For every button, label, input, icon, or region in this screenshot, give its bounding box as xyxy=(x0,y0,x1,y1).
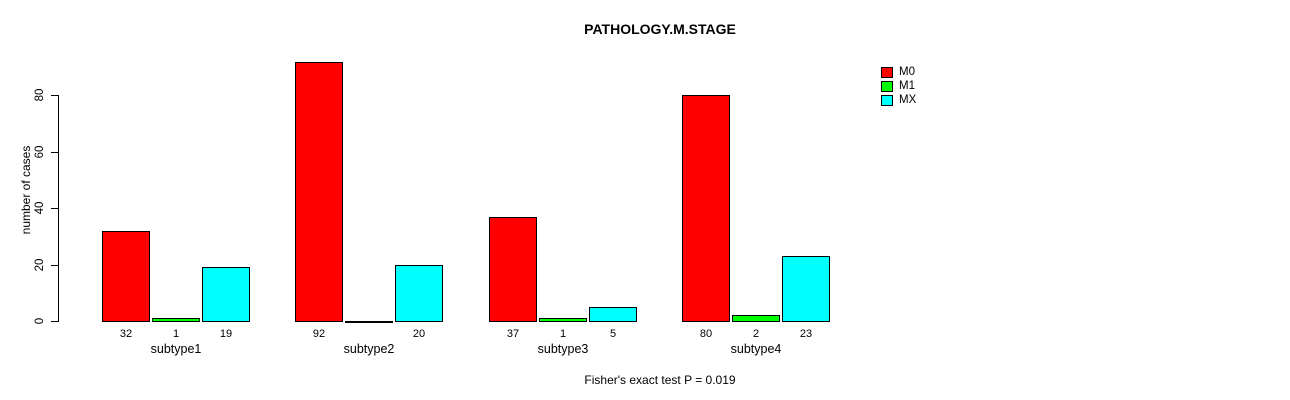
y-tick-label: 60 xyxy=(34,145,46,159)
legend-swatch-m1 xyxy=(881,80,893,92)
bar-value-label: 32 xyxy=(119,328,133,340)
legend-swatch-m0 xyxy=(881,66,893,78)
x-category-label-subtype1: subtype1 xyxy=(150,342,202,356)
x-category-label-subtype2: subtype2 xyxy=(343,342,395,356)
legend-item-m0: M0 xyxy=(881,65,916,79)
bar-m0-subtype2 xyxy=(295,61,343,322)
bar-m1-subtype3 xyxy=(539,318,587,322)
bar-value-label: 2 xyxy=(752,328,760,340)
legend-item-m1: M1 xyxy=(881,79,916,93)
y-tick-mark xyxy=(51,151,58,153)
bar-value-label: 1 xyxy=(172,328,180,340)
legend-item-mx: MX xyxy=(881,93,916,107)
legend: M0 M1 MX xyxy=(881,65,916,107)
y-tick-mark xyxy=(51,321,58,322)
bar-m1-subtype4 xyxy=(732,315,780,322)
legend-swatch-mx xyxy=(881,94,893,106)
y-tick-label: 80 xyxy=(34,89,46,102)
legend-label-mx: MX xyxy=(899,94,917,106)
bar-value-label: 5 xyxy=(609,328,617,340)
y-tick-mark xyxy=(51,208,58,210)
annotation-text: Fisher's exact test P = 0.019 xyxy=(584,373,736,387)
legend-label-m0: M0 xyxy=(899,66,915,78)
y-tick-label: 20 xyxy=(34,258,46,271)
x-category-label-subtype4: subtype4 xyxy=(730,342,782,356)
bar-mx-subtype1 xyxy=(202,267,250,322)
chart-title: PATHOLOGY.M.STAGE xyxy=(584,21,736,37)
bar-m1-subtype2 xyxy=(345,321,393,323)
bar-value-label: 19 xyxy=(219,328,233,340)
bar-m0-subtype3 xyxy=(489,216,537,322)
bar-m1-subtype1 xyxy=(152,318,200,322)
bar-value-label: 23 xyxy=(799,328,813,340)
y-tick-mark xyxy=(51,264,58,266)
y-axis-line xyxy=(58,95,59,322)
bar-m0-subtype1 xyxy=(102,230,150,322)
bar-value-label: 92 xyxy=(312,328,326,340)
bar-mx-subtype4 xyxy=(782,256,830,322)
y-tick-mark xyxy=(51,95,58,97)
bar-value-label: 1 xyxy=(559,328,567,340)
legend-label-m1: M1 xyxy=(899,80,915,92)
bar-value-label: 20 xyxy=(412,328,426,340)
bar-mx-subtype2 xyxy=(395,264,443,322)
bar-m0-subtype4 xyxy=(682,95,730,322)
bar-value-label: 37 xyxy=(506,328,520,340)
bar-mx-subtype3 xyxy=(589,306,637,322)
bar-value-label: 80 xyxy=(699,328,713,340)
y-tick-label: 0 xyxy=(34,317,46,325)
y-tick-label: 40 xyxy=(34,201,46,215)
x-category-label-subtype3: subtype3 xyxy=(537,342,589,356)
